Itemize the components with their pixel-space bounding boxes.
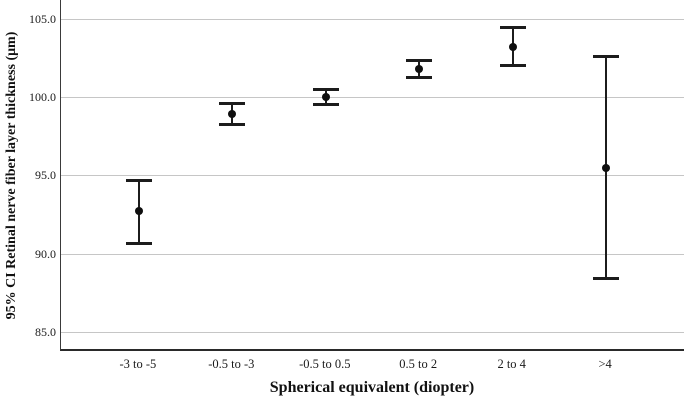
x-axis-tick-label: -0.5 to 0.5 [299, 357, 351, 371]
x-axis-tick-label: -3 to -5 [119, 357, 157, 371]
x-axis-tick-label: >4 [598, 357, 612, 371]
x-axis-tick-label: -0.5 to -3 [208, 357, 255, 371]
mean-marker [134, 207, 143, 216]
plot-area [60, 0, 684, 351]
error-bar-cap-top [312, 88, 339, 92]
y-axis-tick-label: 95.0 [35, 168, 56, 183]
y-axis-tick-label: 100.0 [29, 90, 56, 104]
error-bar-cap-bottom [219, 123, 246, 127]
x-axis-tick-label: 0.5 to 2 [399, 357, 438, 371]
error-bar-cap-top [125, 179, 152, 182]
gridline [61, 331, 684, 333]
error-bar-cap-top [406, 58, 433, 62]
error-bar-cap-top [219, 102, 246, 106]
error-bar-cap-top [593, 55, 620, 59]
mean-marker [321, 93, 330, 101]
error-bar-cap-bottom [406, 76, 433, 80]
y-axis-tick-label: 90.0 [35, 246, 56, 261]
error-bar-cap-top [499, 25, 526, 29]
error-bar-cap-bottom [499, 63, 526, 67]
gridline [61, 97, 684, 98]
gridline [61, 175, 684, 177]
error-bar-cap-bottom [312, 102, 339, 106]
x-axis-title: Spherical equivalent (diopter) [269, 379, 475, 396]
error-bar-cap-bottom [125, 242, 152, 246]
mean-marker [508, 43, 517, 51]
y-axis-tick-label: 85.0 [35, 324, 56, 339]
y-axis-tick-label: 105.0 [29, 11, 56, 26]
mean-marker [602, 163, 611, 172]
mean-marker [415, 64, 424, 73]
gridline [61, 18, 684, 20]
mean-marker [228, 110, 237, 119]
gridline [61, 253, 684, 255]
x-axis-tick-label: 2 to 4 [497, 357, 526, 371]
error-bar-cap-bottom [593, 276, 620, 280]
